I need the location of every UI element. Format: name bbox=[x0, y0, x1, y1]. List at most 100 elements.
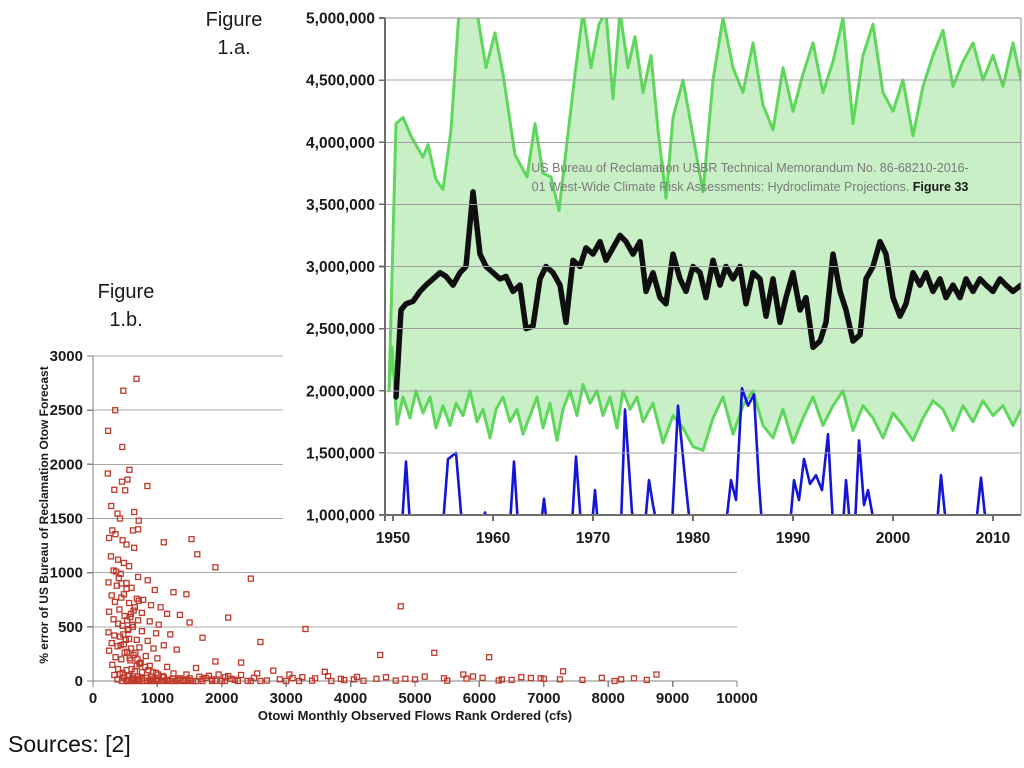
data-point bbox=[289, 674, 296, 682]
x-tick-label: 7000 bbox=[527, 690, 560, 707]
envelope-upper-line bbox=[387, 18, 1021, 393]
data-point bbox=[167, 677, 174, 685]
data-point bbox=[114, 510, 121, 517]
y-tick-labels: 5,000,000 4,500,000 4,000,000 3,500,000 3,00… bbox=[306, 11, 375, 525]
data-point bbox=[118, 656, 125, 663]
data-point bbox=[308, 677, 316, 684]
figure-1a-caption-line2: 1.a. bbox=[217, 37, 251, 59]
x-tick-label: 4000 bbox=[334, 690, 367, 707]
timeseries-chart-svg: 5,000,000 4,500,000 4,000,000 3,500,000 3,00… bbox=[306, 11, 1022, 547]
data-point bbox=[163, 663, 171, 671]
data-point bbox=[125, 563, 133, 570]
data-point bbox=[469, 673, 477, 680]
data-point bbox=[518, 674, 525, 681]
data-point bbox=[537, 675, 544, 682]
data-point bbox=[186, 619, 193, 626]
x-axis-title: Otowi Monthly Observed Flows Rank Ordere… bbox=[258, 708, 572, 723]
x-tick-label: 3000 bbox=[270, 690, 303, 707]
data-point bbox=[147, 677, 155, 685]
y-tick-label: 1000 bbox=[50, 565, 83, 582]
data-point bbox=[154, 677, 161, 685]
data-point bbox=[421, 673, 428, 680]
timeseries-chart-figure-1a: 5,000,000 4,500,000 4,000,000 3,500,000 3,00… bbox=[283, 8, 1024, 548]
figure-1a-caption-line1: Figure bbox=[205, 9, 263, 31]
data-point bbox=[127, 610, 135, 617]
data-point bbox=[120, 559, 128, 567]
data-point bbox=[350, 676, 357, 683]
median-line bbox=[393, 189, 1021, 400]
data-point bbox=[119, 622, 126, 629]
data-point bbox=[108, 592, 115, 599]
data-point bbox=[221, 674, 229, 681]
data-point bbox=[147, 602, 155, 609]
data-point bbox=[643, 676, 650, 684]
data-point bbox=[160, 642, 167, 649]
data-point bbox=[498, 676, 506, 683]
axes bbox=[379, 17, 1021, 521]
sources-footnote: Sources: [2] bbox=[8, 731, 131, 757]
figure-1b-caption-line1: Figure bbox=[97, 281, 155, 303]
observed-line bbox=[401, 386, 987, 515]
data-point bbox=[286, 671, 293, 678]
figure-1b-caption-line2: 1.b. bbox=[109, 309, 143, 331]
data-point bbox=[183, 591, 190, 598]
data-point bbox=[247, 575, 254, 582]
data-point bbox=[183, 671, 190, 678]
data-point bbox=[186, 677, 193, 684]
data-point bbox=[444, 677, 451, 684]
data-point bbox=[127, 645, 135, 652]
data-point bbox=[173, 646, 180, 653]
data-point bbox=[154, 655, 161, 662]
data-point bbox=[295, 677, 303, 685]
data-point bbox=[134, 573, 142, 581]
data-point bbox=[221, 677, 229, 685]
y-tick-label: 2500 bbox=[50, 402, 83, 419]
data-point bbox=[136, 644, 143, 651]
data-point bbox=[138, 609, 146, 616]
projection-envelope-band bbox=[389, 18, 1021, 451]
data-point bbox=[212, 564, 219, 571]
data-point bbox=[111, 486, 118, 493]
data-point bbox=[127, 613, 134, 621]
x-tick-label: 1000 bbox=[141, 690, 174, 707]
data-point bbox=[360, 677, 367, 684]
data-point bbox=[173, 677, 180, 685]
data-point bbox=[123, 579, 130, 587]
scatter-points bbox=[104, 375, 660, 685]
x-tick-label: 5000 bbox=[398, 690, 431, 707]
data-point bbox=[337, 675, 345, 682]
data-point bbox=[151, 586, 158, 594]
data-point bbox=[302, 625, 309, 633]
data-point bbox=[170, 677, 177, 685]
data-point bbox=[134, 677, 142, 685]
data-point bbox=[192, 664, 200, 672]
data-point bbox=[397, 603, 404, 610]
data-point bbox=[508, 676, 515, 684]
data-point bbox=[111, 632, 118, 639]
y-tick-labels: 0 500 1000 1500 2000 2500 3000 bbox=[50, 348, 83, 690]
y-tick-label: 3,500,000 bbox=[306, 197, 375, 214]
data-point bbox=[119, 443, 126, 451]
data-point bbox=[225, 614, 232, 621]
data-point bbox=[120, 387, 127, 394]
data-point bbox=[299, 674, 306, 681]
data-point bbox=[114, 556, 122, 563]
data-point bbox=[257, 677, 264, 685]
data-point bbox=[133, 375, 140, 382]
data-point bbox=[192, 677, 200, 685]
data-point bbox=[244, 677, 251, 685]
data-point bbox=[123, 648, 131, 655]
data-point bbox=[105, 579, 112, 586]
data-point bbox=[630, 675, 638, 682]
data-point bbox=[123, 541, 130, 548]
x-tick-label: 0 bbox=[89, 690, 97, 707]
data-point bbox=[122, 487, 129, 494]
data-point bbox=[579, 676, 586, 684]
data-point bbox=[155, 621, 162, 628]
data-point bbox=[134, 526, 142, 533]
data-point bbox=[123, 617, 131, 624]
chart-source-annotation-line1: US Bureau of Reclamation USBR Technical … bbox=[531, 161, 969, 175]
y-tick-label: 5,000,000 bbox=[306, 11, 375, 28]
y-tick-label: 1,500,000 bbox=[306, 445, 375, 462]
data-point bbox=[212, 658, 219, 665]
